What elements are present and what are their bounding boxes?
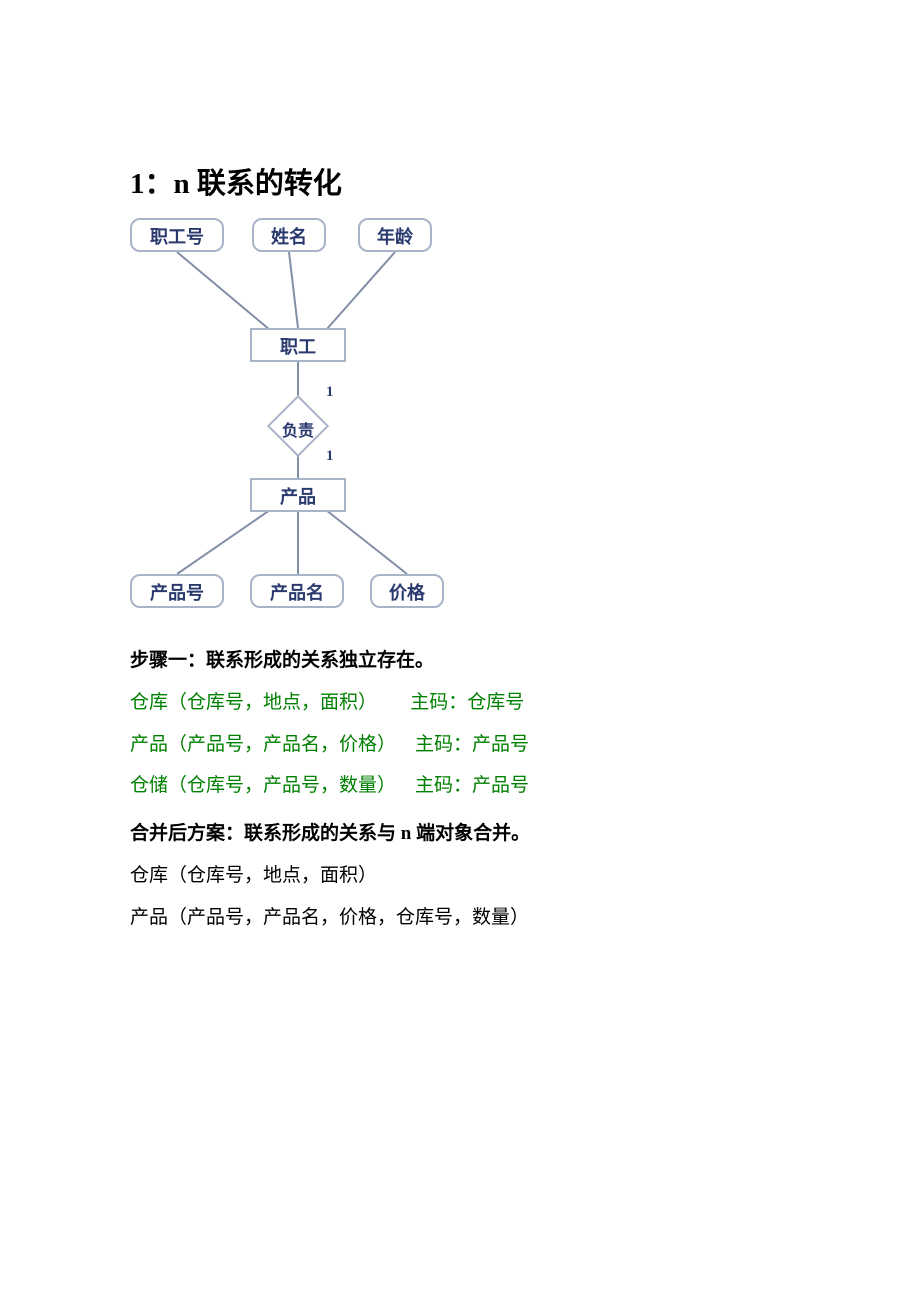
cardinality-bottom: 1 — [326, 448, 334, 465]
page-title: 1：n 联系的转化 — [130, 160, 790, 202]
normal-line-0: 仓库（仓库号，地点，面积） — [130, 855, 790, 897]
merge-title: 合并后方案：联系形成的关系与 n 端对象合并。 — [130, 813, 790, 855]
green-line-2-left: 仓储（仓库号，产品号，数量） — [130, 775, 396, 796]
step1-title: 步骤一：联系形成的关系独立存在。 — [130, 640, 790, 682]
body-text: 步骤一：联系形成的关系独立存在。 仓库（仓库号，地点，面积） 主码：仓库号 产品… — [130, 640, 790, 939]
green-line-0-left: 仓库（仓库号，地点，面积） — [130, 692, 377, 713]
cardinality-top: 1 — [326, 384, 334, 401]
er-diagram: 职工号 姓名 年龄 职工 负责 1 1 产品 产品号 产品名 价格 — [130, 218, 470, 618]
green-line-1-left: 产品（产品号，产品名，价格） — [130, 734, 396, 755]
relationship-label: 负责 — [278, 417, 318, 441]
attr-product-id: 产品号 — [130, 574, 224, 608]
attr-product-name: 产品名 — [250, 574, 344, 608]
attr-age: 年龄 — [358, 218, 432, 252]
normal-line-1: 产品（产品号，产品名，价格，仓库号，数量） — [130, 897, 790, 939]
green-line-0-right: 主码：仓库号 — [410, 692, 524, 713]
entity-employee: 职工 — [250, 328, 346, 362]
attr-price: 价格 — [370, 574, 444, 608]
green-line-2: 仓储（仓库号，产品号，数量） 主码：产品号 — [130, 765, 790, 807]
attr-name: 姓名 — [252, 218, 326, 252]
green-line-0: 仓库（仓库号，地点，面积） 主码：仓库号 — [130, 682, 790, 724]
green-line-1: 产品（产品号，产品名，价格） 主码：产品号 — [130, 724, 790, 766]
green-line-2-right: 主码：产品号 — [415, 775, 529, 796]
attr-employee-id: 职工号 — [130, 218, 224, 252]
entity-product: 产品 — [250, 478, 346, 512]
green-line-1-right: 主码：产品号 — [415, 734, 529, 755]
